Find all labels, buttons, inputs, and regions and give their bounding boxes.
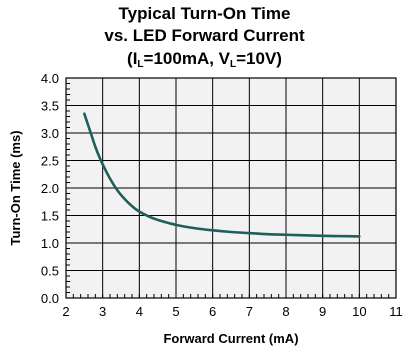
x-tick-labels: 2 3 4 5 6 7 8 9 10 11 [62,304,402,319]
y-tick-label-8: 4.0 [41,71,59,86]
y-tick-label-2: 1.0 [41,236,59,251]
x-tick-label-6: 6 [209,304,216,319]
x-tick-label-3: 3 [99,304,106,319]
title-voltage-part: =10V) [236,49,282,68]
x-tick-label-9: 9 [319,304,326,319]
x-tick-label-2: 2 [62,304,69,319]
chart-title-line-1: Typical Turn-On Time [118,4,291,23]
y-tick-label-6: 3.0 [41,126,59,141]
turn-on-time-curve [83,112,361,238]
title-i-part: (I [127,49,138,68]
x-tick-label-8: 8 [282,304,289,319]
y-axis-label: Turn-On Time (ms) [8,130,23,245]
x-tick-label-5: 5 [172,304,179,319]
x-tick-label-4: 4 [136,304,143,319]
y-tick-label-5: 2.5 [41,154,59,169]
x-axis-label: Forward Current (mA) [163,331,298,346]
title-current-part: =100mA, V [143,49,231,68]
x-tick-label-7: 7 [246,304,253,319]
minor-ticks [65,77,397,299]
title-l-subscript-1: L [137,59,144,70]
x-tick-label-10: 10 [352,304,366,319]
title-l-subscript-2: L [230,59,237,70]
y-tick-label-4: 2.0 [41,181,59,196]
y-tick-label-1: 0.5 [41,264,59,279]
chart-title-line-3: (IL=100mA, VL=10V) [0,49,409,70]
y-tick-label-3: 1.5 [41,209,59,224]
x-tick-label-11: 11 [389,304,403,319]
plot-frame [65,77,397,299]
y-tick-label-7: 3.5 [41,99,59,114]
chart-title-line-2: vs. LED Forward Current [104,26,305,45]
y-tick-labels: 0.0 0.5 1.0 1.5 2.0 2.5 3.0 3.5 4.0 [41,71,59,306]
y-tick-label-0: 0.0 [41,291,59,306]
